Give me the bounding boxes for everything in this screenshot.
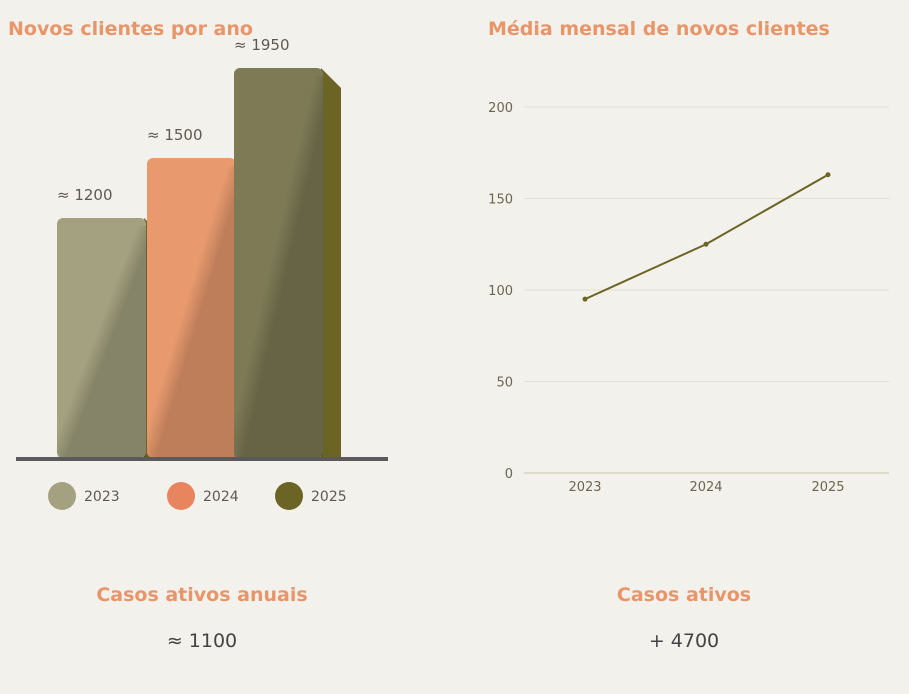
y-tick-label: 0 — [505, 467, 513, 482]
legend-label-2025: 2025 — [311, 489, 347, 505]
y-tick-label: 200 — [488, 101, 513, 116]
bar-value-label-2025: ≈ 1950 — [234, 36, 290, 54]
bar-shading-2025 — [234, 76, 323, 458]
line-series — [584, 173, 829, 301]
bar-shading-2024 — [147, 166, 236, 458]
bar-shading-2023 — [57, 226, 146, 458]
x-tick-label-2024: 2024 — [689, 480, 722, 495]
x-tick-label-2025: 2025 — [811, 480, 844, 495]
line-point-2025 — [825, 172, 831, 178]
legend-swatch-2024 — [167, 482, 195, 510]
active-cases-title: Casos ativos — [616, 584, 752, 606]
y-tick-label: 50 — [496, 376, 513, 391]
legend-swatch-2025 — [275, 482, 303, 510]
bar-side-2025 — [321, 68, 341, 458]
active-cases-value: + 4700 — [648, 630, 720, 652]
line-chart-title: Média mensal de novos clientes — [488, 18, 830, 40]
legend-label-2023: 2023 — [84, 489, 120, 505]
line-point-2023 — [582, 296, 588, 302]
annual-active-cases-value: ≈ 1100 — [166, 630, 238, 652]
legend-swatch-2023 — [48, 482, 76, 510]
annual-active-cases-title: Casos ativos anuais — [96, 584, 308, 606]
y-tick-label: 100 — [488, 284, 513, 299]
line-point-2024 — [703, 241, 709, 247]
bar-value-label-2023: ≈ 1200 — [57, 186, 113, 204]
x-tick-label-2023: 2023 — [568, 480, 601, 495]
bar-value-label-2024: ≈ 1500 — [147, 126, 203, 144]
y-tick-label: 150 — [488, 193, 513, 208]
bar-chart-title: Novos clientes por ano — [8, 18, 253, 40]
legend-label-2024: 2024 — [203, 489, 239, 505]
